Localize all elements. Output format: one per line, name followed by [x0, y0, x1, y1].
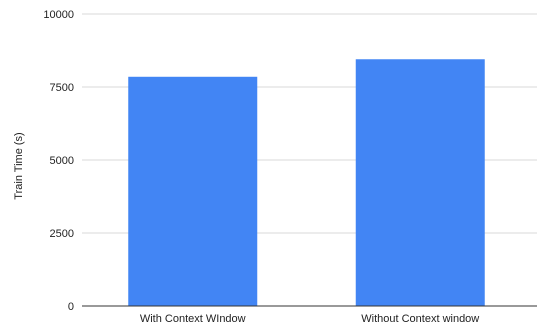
x-category-label: With Context WIndow [140, 313, 246, 325]
bars [128, 59, 485, 307]
x-category-label: Without Context window [361, 313, 479, 325]
y-tick-label: 0 [68, 301, 74, 313]
bar-1 [355, 59, 485, 307]
y-tick-label: 5000 [50, 155, 74, 167]
y-tick-label: 7500 [50, 82, 74, 94]
y-tick-label: 2500 [50, 228, 74, 240]
y-tick-label: 10000 [43, 9, 74, 21]
y-axis-ticks: 0 2500 5000 7500 10000 [43, 9, 74, 313]
y-axis-title: Train Time (s) [13, 132, 25, 199]
x-axis-categories: With Context WIndow Without Context windo… [140, 313, 479, 325]
bar-0 [128, 76, 258, 306]
